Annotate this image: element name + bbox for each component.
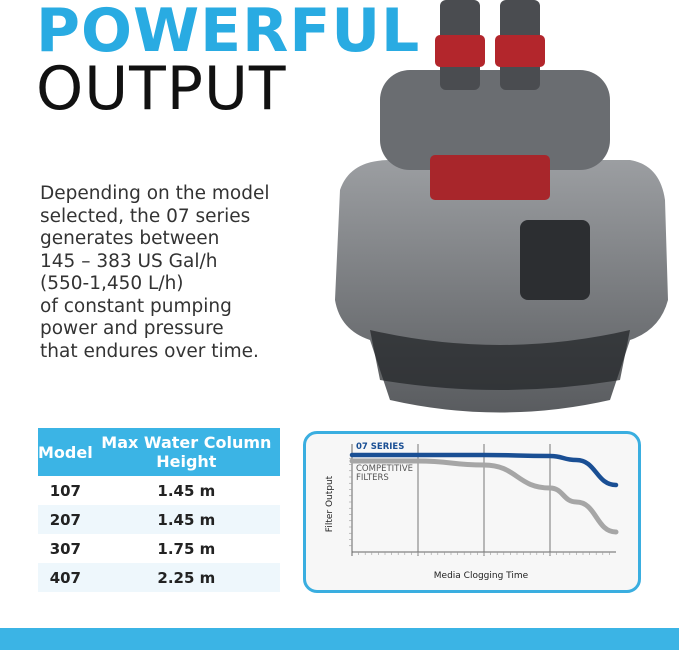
table-row: 207 1.45 m: [38, 505, 280, 534]
cell-height: 1.75 m: [157, 539, 216, 558]
cell-height: 1.45 m: [92, 505, 280, 534]
desc-line: (550-1,450 L/h): [40, 273, 184, 294]
canister-filter-image: [335, 0, 668, 413]
output-chart: 07 SERIES COMPETITIVE FILTERS Media Clog…: [325, 442, 619, 581]
legend-07-series: 07 SERIES: [356, 442, 404, 452]
bottom-accent-bar: [0, 628, 679, 650]
legend-competitive-1: COMPETITIVE: [356, 464, 413, 474]
headline-line1: POWERFUL: [36, 0, 421, 66]
cell-model: 207: [38, 505, 93, 534]
series-07: [349, 452, 619, 488]
desc-line: Depending on the model: [40, 183, 270, 204]
cell-model: 407: [38, 563, 93, 592]
desc-line: power and pressure: [40, 318, 224, 339]
legend-competitive-2: FILTERS: [356, 473, 389, 483]
desc-line: selected, the 07 series: [40, 205, 251, 227]
desc-line: generates between: [40, 228, 220, 249]
y-axis-label: Filter Output: [325, 475, 335, 532]
table-row: 407 2.25 m: [38, 563, 280, 592]
chart-panel: 07 SERIES COMPETITIVE FILTERS Media Clog…: [303, 431, 641, 593]
series-competitive: [349, 458, 619, 535]
table-row: 307 1.75 m: [38, 534, 280, 563]
water-column-table: Model Max Water Column Height 107 1.45 m 2…: [38, 428, 280, 592]
desc-line: that endures over time.: [40, 340, 259, 362]
x-axis-label: Media Clogging Time: [434, 571, 529, 581]
cell-height: 2.25 m: [92, 563, 280, 592]
header-height: Max Water Column Height: [92, 428, 280, 476]
cell-model: 307: [49, 539, 81, 558]
headline-line2: OUTPUT: [36, 54, 287, 124]
table-row: 107 1.45 m: [38, 476, 280, 505]
header-model: Model: [38, 428, 93, 476]
cell-model: 107: [49, 481, 81, 500]
desc-line: of constant pumping: [40, 295, 232, 317]
description: Depending on the model selected, the 07 …: [40, 183, 290, 363]
cell-height: 1.45 m: [157, 481, 216, 500]
desc-line: 145 – 383 US Gal/h: [40, 250, 218, 272]
